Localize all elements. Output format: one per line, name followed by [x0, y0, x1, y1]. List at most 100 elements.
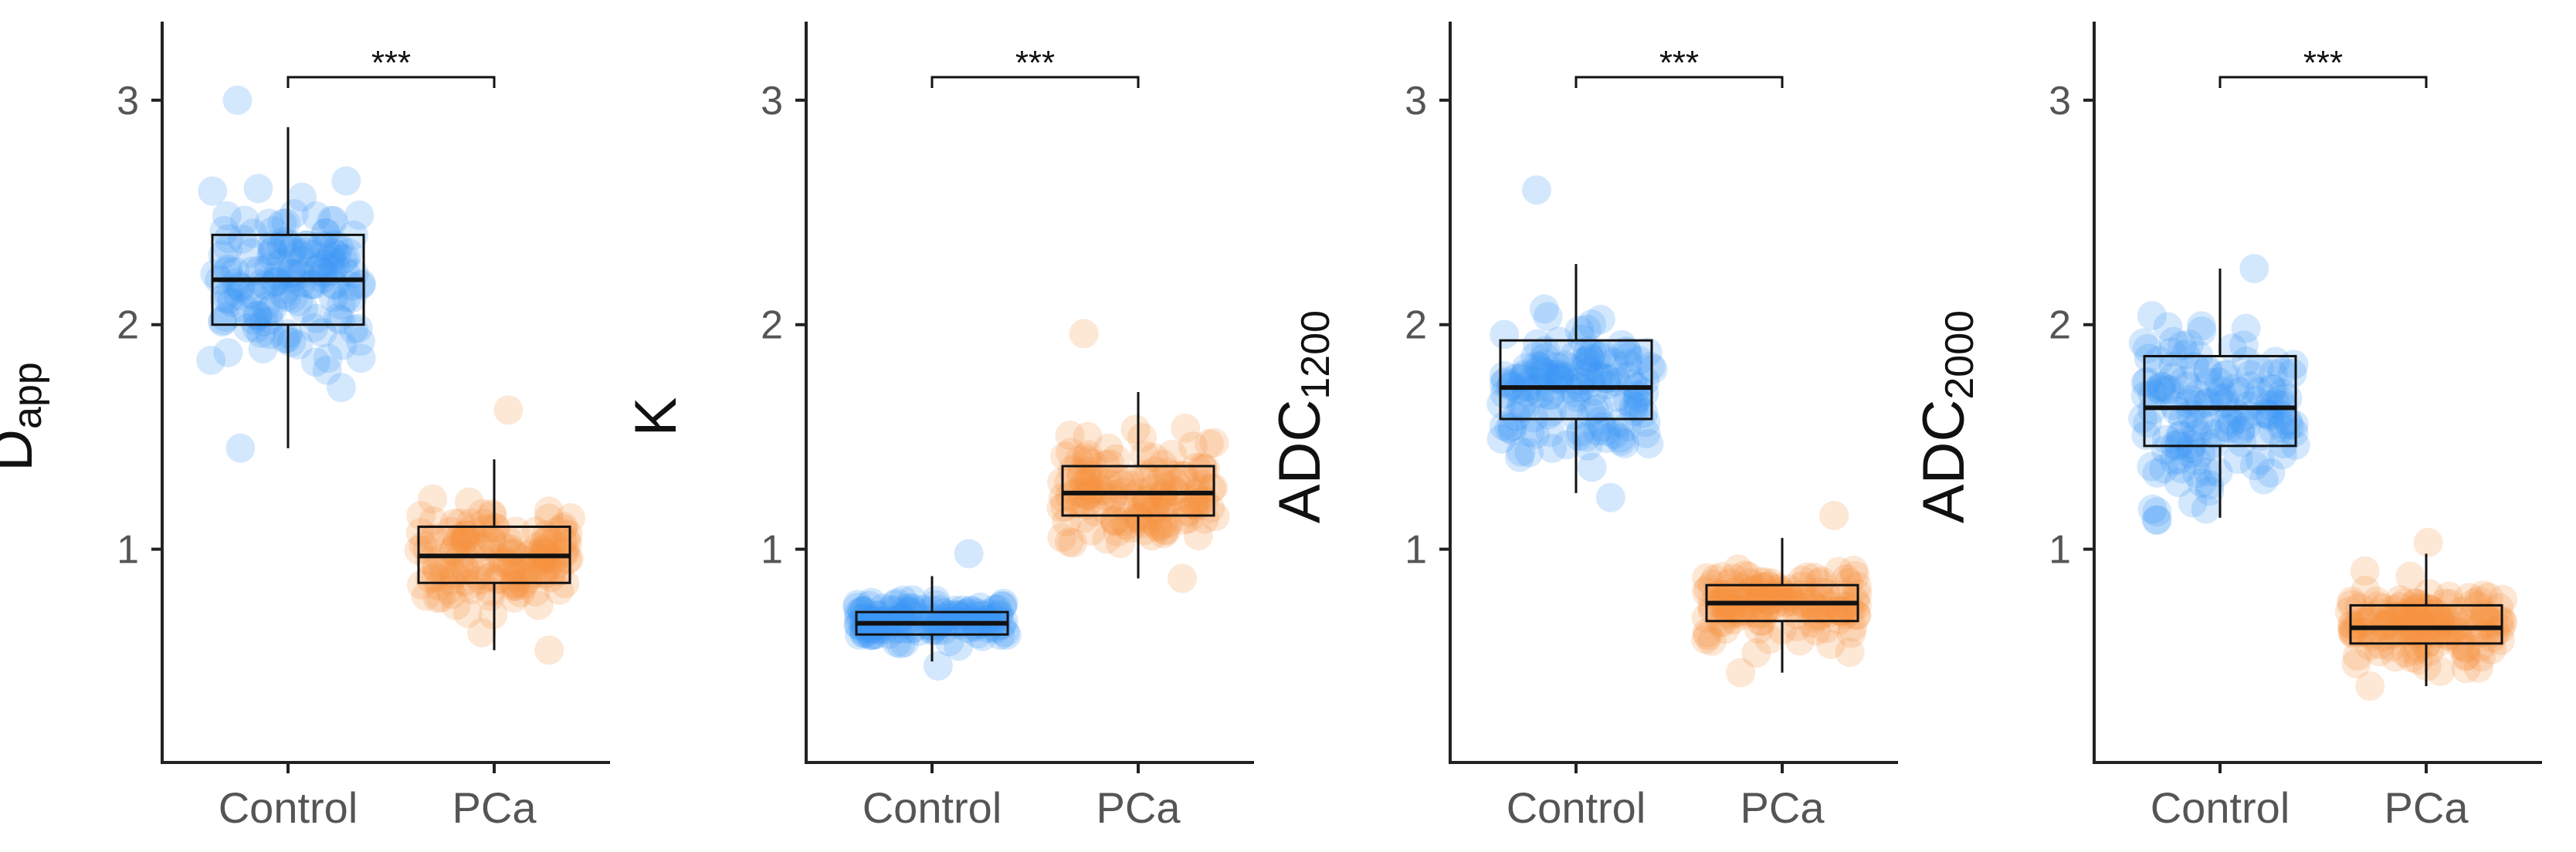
data-point — [2239, 254, 2269, 283]
data-point — [242, 313, 272, 343]
data-point — [1606, 426, 1636, 456]
data-point — [1148, 519, 1178, 549]
data-point — [2381, 642, 2410, 672]
data-point — [1785, 626, 1815, 656]
data-point — [1700, 564, 1730, 594]
data-point — [956, 596, 986, 626]
data-point — [2235, 360, 2266, 390]
data-point — [1515, 418, 1545, 447]
data-point — [1533, 302, 1563, 332]
data-point — [1807, 566, 1836, 596]
data-point — [1551, 430, 1581, 460]
data-point — [1573, 431, 1603, 461]
data-point — [1734, 590, 1764, 620]
data-point — [2384, 600, 2414, 631]
data-point — [2418, 602, 2448, 632]
data-point — [844, 598, 874, 628]
data-point — [2193, 354, 2223, 384]
data-point — [2477, 623, 2507, 653]
data-point — [1737, 576, 1768, 606]
data-point — [2229, 330, 2259, 360]
data-point — [517, 552, 547, 582]
data-point — [2459, 588, 2489, 618]
data-point — [1764, 574, 1794, 604]
data-point — [1050, 441, 1080, 472]
data-point — [1575, 343, 1605, 373]
data-point — [2206, 376, 2236, 406]
data-point — [1805, 600, 1835, 631]
data-point — [486, 543, 516, 573]
data-point — [2179, 351, 2209, 381]
data-point — [553, 529, 582, 560]
data-point — [958, 606, 988, 636]
data-point — [2445, 625, 2475, 655]
data-point — [1186, 474, 1216, 504]
data-point — [556, 503, 585, 532]
y-tick-label: 2 — [1405, 303, 1427, 348]
data-point — [2177, 430, 2207, 460]
data-point — [1091, 495, 1121, 526]
data-point — [1714, 600, 1744, 631]
data-point — [430, 557, 459, 587]
data-point — [246, 318, 276, 348]
data-point — [1614, 361, 1644, 391]
data-point — [302, 303, 331, 333]
data-point — [1710, 584, 1740, 614]
data-point — [2131, 421, 2161, 451]
x-tick-label-control: Control — [1507, 783, 1646, 832]
data-point — [2464, 586, 2493, 616]
data-point — [2275, 411, 2305, 441]
data-point — [2477, 634, 2507, 664]
data-point — [1189, 504, 1219, 534]
data-point — [2368, 593, 2398, 623]
data-point — [1069, 503, 1099, 533]
data-point — [268, 279, 298, 309]
data-point — [1818, 591, 1848, 620]
data-point — [1624, 345, 1654, 375]
data-point — [1103, 464, 1133, 494]
data-point — [1831, 591, 1861, 621]
data-point — [2144, 346, 2174, 376]
data-point — [501, 516, 531, 546]
data-point — [415, 524, 446, 554]
data-point — [1117, 482, 1147, 512]
data-point — [1578, 339, 1608, 369]
data-point — [2451, 633, 2481, 663]
data-point — [1519, 403, 1549, 433]
data-point — [2468, 580, 2498, 610]
data-point — [1506, 437, 1536, 467]
data-point — [940, 595, 970, 625]
data-point — [419, 523, 449, 553]
data-point — [2474, 608, 2504, 638]
panel-k: K 1 2 3 Control PCa *** — [623, 0, 1288, 852]
data-point — [2439, 616, 2469, 646]
data-point — [339, 315, 368, 345]
data-point — [477, 499, 507, 529]
data-point — [311, 231, 341, 261]
data-point — [2425, 656, 2456, 686]
data-point — [1064, 445, 1094, 475]
data-point — [476, 581, 505, 611]
data-point — [454, 487, 484, 517]
data-point — [497, 538, 527, 567]
data-point — [1063, 489, 1093, 519]
data-point — [536, 563, 566, 593]
data-point — [436, 566, 466, 596]
significance-bracket — [930, 76, 1140, 88]
data-point — [426, 583, 456, 613]
data-point — [1564, 316, 1595, 346]
data-point — [469, 509, 499, 539]
data-point — [1139, 442, 1169, 472]
data-point — [259, 269, 290, 298]
data-point — [501, 571, 531, 601]
data-point — [2379, 595, 2409, 624]
data-point — [2235, 371, 2266, 401]
data-point — [1112, 510, 1142, 540]
data-point — [2192, 411, 2222, 441]
data-point — [258, 293, 288, 323]
data-point — [2256, 374, 2286, 404]
data-point — [278, 283, 308, 313]
data-point — [1100, 505, 1130, 536]
data-point — [1085, 475, 1115, 505]
